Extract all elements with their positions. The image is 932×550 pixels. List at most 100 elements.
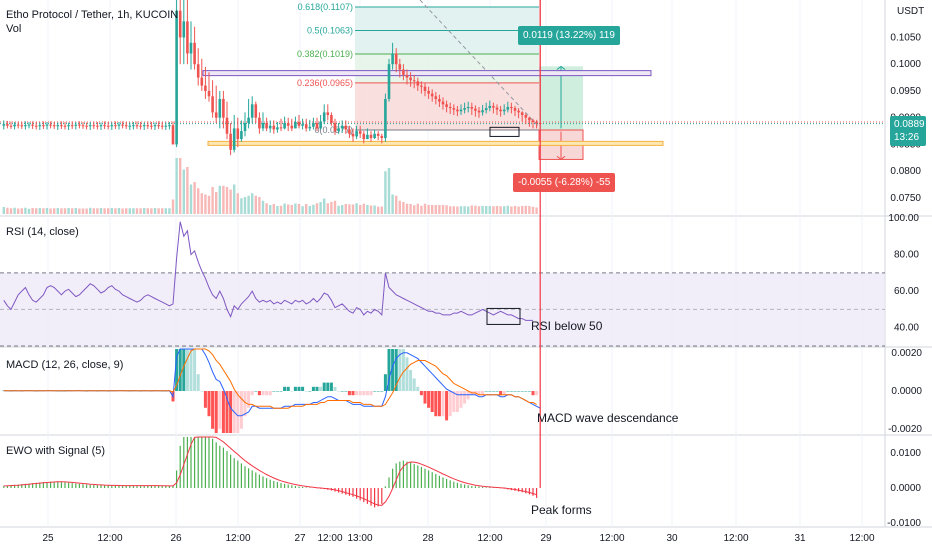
- candle-body: [60, 125, 63, 127]
- volume-bar: [294, 203, 297, 214]
- macd-histogram-bar: [182, 349, 186, 391]
- volume-bar: [236, 193, 239, 214]
- candle-body: [470, 107, 474, 109]
- candle-body: [326, 112, 330, 116]
- volume-bar: [107, 208, 110, 214]
- candle-body: [430, 93, 434, 97]
- long-position-label[interactable]: 0.0119 (13.22%) 119: [518, 26, 620, 45]
- symbol-title: Etho Protocol / Tether, 1h, KUCOIN: [6, 9, 179, 21]
- candle-body: [193, 42, 196, 65]
- candle-body: [304, 124, 308, 129]
- currency-label[interactable]: USDT: [897, 6, 925, 17]
- macd-histogram-bar: [373, 391, 377, 392]
- volume-bar: [384, 171, 387, 214]
- volume-bar: [413, 205, 416, 214]
- volume-bar: [56, 208, 59, 214]
- time-axis-tick: 25: [42, 533, 54, 544]
- volume-bar: [503, 206, 506, 214]
- candle-body: [96, 125, 99, 127]
- macd-histogram-bar: [376, 391, 380, 392]
- macd-histogram-bar: [268, 391, 272, 396]
- macd-histogram-bar: [477, 391, 481, 396]
- macd-histogram-bar: [365, 391, 369, 396]
- volume-bar: [103, 208, 106, 214]
- candle-body: [142, 125, 146, 127]
- macd-histogram-bar: [221, 391, 225, 433]
- candle-body: [218, 98, 222, 118]
- candle-body: [20, 125, 24, 127]
- volume-bar: [207, 195, 211, 214]
- candle-body: [164, 125, 168, 127]
- rsi-axis-tick: 80.00: [894, 250, 919, 261]
- candle-body: [168, 125, 171, 127]
- macd-histogram-bar: [254, 391, 258, 392]
- volume-bar: [92, 208, 95, 214]
- macd-histogram-bar: [200, 391, 204, 392]
- candle-body: [286, 123, 290, 126]
- volume-bar: [420, 205, 423, 214]
- candle-body: [340, 125, 344, 129]
- short-position-label[interactable]: -0.0055 (-6.28%) -55: [513, 173, 616, 192]
- macd-histogram-bar: [297, 386, 301, 391]
- macd-histogram-bar: [193, 349, 197, 391]
- macd-annotation: MACD wave descendance: [537, 411, 679, 425]
- volume-bar: [308, 206, 311, 214]
- volume-bar: [31, 208, 34, 214]
- volume-bar: [128, 208, 131, 214]
- volume-bar: [258, 197, 261, 214]
- last-price-countdown: 13:26: [894, 132, 920, 143]
- macd-histogram-bar: [391, 349, 395, 391]
- volume-bar: [279, 205, 283, 214]
- macd-histogram-bar: [189, 349, 193, 391]
- volume-bar: [297, 204, 301, 214]
- macd-histogram-bar: [351, 391, 355, 396]
- volume-bar: [391, 194, 394, 214]
- candle-body: [312, 123, 315, 127]
- fib-zone: [355, 6, 539, 31]
- macd-histogram-bar: [430, 391, 434, 412]
- candle-body: [463, 108, 466, 110]
- candle-body: [81, 125, 85, 127]
- candle-body: [520, 112, 524, 116]
- macd-histogram-bar: [293, 386, 297, 391]
- candle-body: [211, 96, 214, 113]
- price-axis-tick: 0.0950: [890, 86, 921, 97]
- volume-bar: [395, 195, 398, 214]
- time-axis-tick: 27: [294, 533, 306, 544]
- volume-bar: [265, 203, 268, 214]
- macd-histogram-bar: [383, 374, 387, 391]
- candle-body: [74, 124, 78, 126]
- macd-axis-tick: -0.0020: [888, 424, 922, 435]
- candle-body: [38, 125, 42, 127]
- volume-bar: [481, 206, 484, 214]
- candle-body: [52, 125, 56, 127]
- ewo-axis-tick: 0.0000: [890, 483, 921, 494]
- volume-bar: [467, 206, 470, 214]
- candle-body: [63, 125, 67, 127]
- volume-bar: [441, 205, 445, 214]
- candle-body: [398, 64, 402, 70]
- volume-bar: [24, 207, 27, 214]
- macd-histogram-bar: [347, 391, 351, 396]
- macd-histogram-bar: [301, 386, 305, 391]
- volume-bar: [186, 167, 189, 214]
- volume-bar: [510, 206, 513, 214]
- candle-body: [416, 81, 420, 86]
- volume-bar: [38, 208, 41, 214]
- volume-bar: [157, 208, 160, 214]
- macd-histogram-bar: [401, 349, 405, 391]
- volume-bar: [17, 208, 20, 214]
- time-axis-tick: 12:00: [849, 533, 874, 544]
- support-line: [207, 140, 664, 146]
- macd-histogram-bar: [207, 391, 211, 417]
- macd-axis-tick: 0.0000: [891, 386, 922, 397]
- volume-bar: [261, 200, 265, 214]
- candle-body: [373, 133, 376, 139]
- volume-bar: [189, 184, 193, 214]
- volume-bar: [470, 205, 473, 214]
- macd-histogram-bar: [243, 391, 247, 417]
- candle-body: [178, 10, 182, 38]
- volume-bar: [524, 205, 527, 214]
